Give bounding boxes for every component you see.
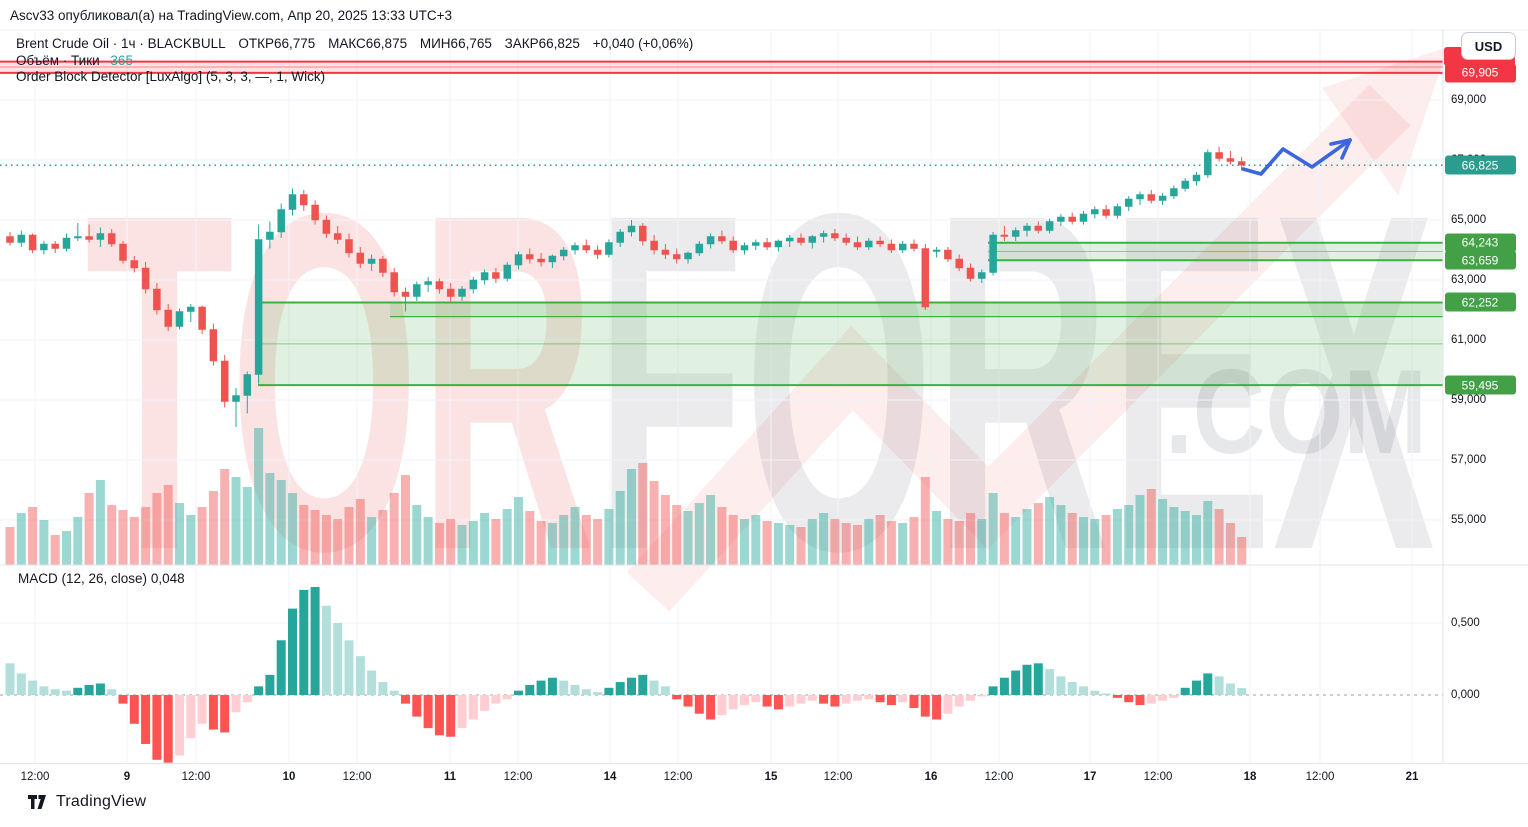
time-tick-day-label: 17	[1083, 771, 1097, 783]
time-scale[interactable]: 12:00 9 12:00 10 12:00 11 12:00 14 12:00 15 12:00 1…	[0, 763, 1528, 792]
grid-layer	[0, 30, 1443, 763]
symbol-title[interactable]: Brent Crude Oil · 1ч · BLACKBULL	[16, 36, 226, 51]
volume-legend-row[interactable]: Объём · Тики 365	[16, 53, 133, 68]
price-tick-label: 57,000	[1451, 454, 1487, 466]
price-label-63-659: 63,659	[1444, 250, 1516, 270]
time-tick-hour-label: 12:00	[342, 771, 372, 783]
ohlc-high: МАКС66,875	[328, 36, 408, 51]
ohlc-low: МИН66,765	[419, 36, 492, 51]
bullish-order-block	[390, 302, 1443, 317]
time-tick-day-label: 11	[443, 771, 457, 783]
volume-indicator-value: 365	[110, 53, 133, 68]
price-label-64-243: 64,243	[1444, 233, 1516, 253]
price-tick-label: 61,000	[1451, 334, 1487, 346]
price-tick-label: 65,000	[1451, 214, 1487, 226]
symbol-legend-row[interactable]: Brent Crude Oil · 1ч · BLACKBULL ОТКР66,…	[16, 36, 702, 51]
price-tick-label: 55,000	[1451, 514, 1487, 526]
price-tick-label: 59,000	[1451, 394, 1487, 406]
time-tick-day-label: 21	[1405, 771, 1419, 783]
ohlc-change: +0,040 (+0,06%)	[592, 36, 694, 51]
time-tick-day-label: 18	[1243, 771, 1257, 783]
time-tick-day-label: 16	[924, 771, 938, 783]
trend-arrow-drawing[interactable]	[1241, 138, 1352, 176]
currency-toggle-button[interactable]: USD	[1461, 32, 1516, 60]
orderblock-indicator-label[interactable]: Order Block Detector [LuxAlgo] (5, 3, 3,…	[16, 69, 326, 84]
macd-indicator-label[interactable]: MACD (12, 26, close)	[18, 571, 148, 586]
tradingview-brand-text[interactable]: TradingView	[56, 793, 147, 810]
time-tick-hour-label: 12:00	[20, 771, 50, 783]
tradingview-footer[interactable]: TradingView	[28, 793, 146, 811]
tradingview-logo-icon	[28, 795, 46, 809]
macd-tick-label: 0,000	[1451, 689, 1480, 701]
time-tick-day-label: 9	[123, 771, 131, 783]
ohlc-open: ОТКР66,775	[238, 36, 316, 51]
price-label-69-905: 69,905	[1444, 63, 1516, 83]
macd-tick-label: 0,500	[1451, 617, 1480, 629]
macd-layer	[0, 587, 1443, 763]
volume-layer	[5, 428, 1247, 565]
time-tick-hour-label: 12:00	[823, 771, 853, 783]
watermark-arrow-icon	[626, 84, 1411, 612]
watermark: TORFOREX.COM	[85, 47, 1448, 650]
publish-byline: Ascv33 опубликовал(а) на TradingView.com…	[10, 8, 453, 23]
price-label-59-495: 59,495	[1444, 375, 1516, 395]
time-tick-day-label: 14	[603, 771, 617, 783]
macd-legend-row[interactable]: MACD (12, 26, close) 0,048	[18, 571, 185, 586]
time-tick-day-label: 10	[282, 771, 296, 783]
time-tick-hour-label: 12:00	[1143, 771, 1173, 783]
price-label-66-825: 66,825	[1444, 155, 1516, 175]
price-tick-label: 63,000	[1451, 274, 1487, 286]
time-tick-hour-label: 12:00	[663, 771, 693, 783]
watermark-text: TORFOREX	[85, 113, 1436, 650]
volume-indicator-label[interactable]: Объём · Тики	[16, 53, 100, 68]
price-label-62-252: 62,252	[1444, 292, 1516, 312]
candles-layer	[6, 146, 1246, 427]
macd-indicator-value: 0,048	[150, 571, 185, 586]
time-tick-hour-label: 12:00	[503, 771, 533, 783]
watermark-suffix-text: .COM	[1165, 345, 1427, 479]
time-tick-hour-label: 12:00	[181, 771, 211, 783]
price-tick-label: 69,000	[1451, 94, 1487, 106]
time-tick-day-label: 15	[764, 771, 778, 783]
watermark-arrowhead-icon	[1322, 47, 1448, 195]
time-tick-hour-label: 12:00	[984, 771, 1014, 783]
time-tick-hour-label: 12:00	[1305, 771, 1335, 783]
orderblock-legend-row[interactable]: Order Block Detector [LuxAlgo] (5, 3, 3,…	[16, 69, 325, 84]
frame-lines	[0, 29, 1528, 790]
ohlc-close: ЗАКР66,825	[504, 36, 580, 51]
price-scale[interactable]: 69,00067,00065,00063,00061,00059,00057,0…	[1443, 30, 1528, 790]
zones-layer	[0, 60, 1443, 387]
